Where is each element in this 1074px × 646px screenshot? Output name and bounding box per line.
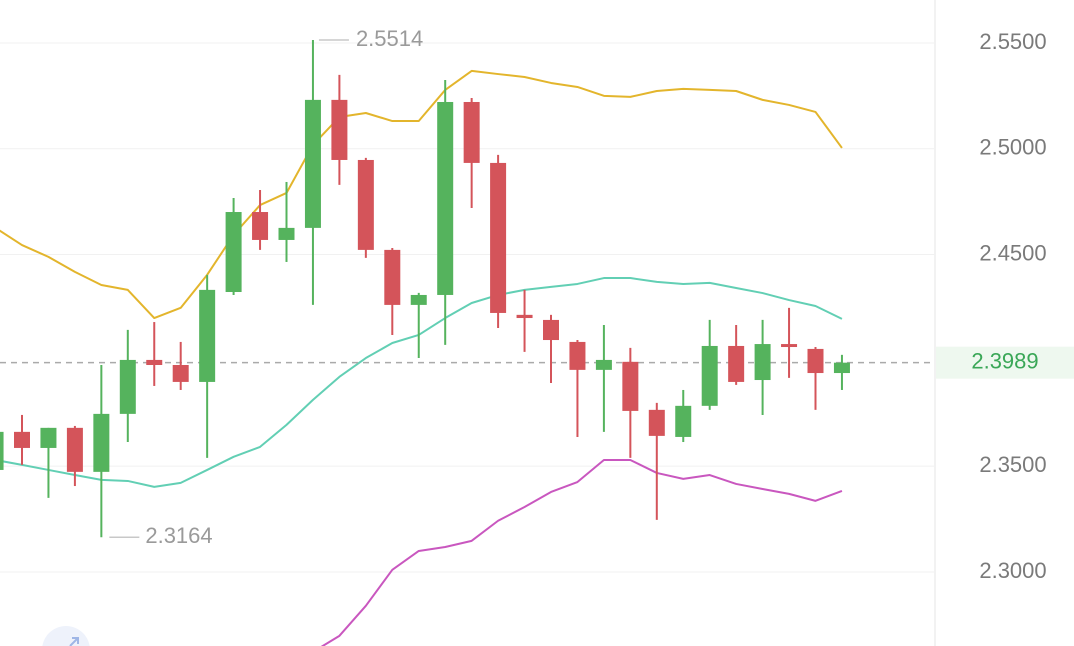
candle-body (437, 101, 454, 295)
candle-body (66, 427, 83, 472)
candle-body (172, 365, 189, 382)
candle-body (516, 314, 533, 319)
candle-body (490, 162, 507, 313)
candle-body (728, 345, 745, 382)
candle-body (278, 227, 295, 240)
overlay: 2.5500 2.5000 2.4500 2.3500 2.3000 2.5514 2.31… (109, 26, 1074, 583)
y-tick-label: 2.4500 (979, 240, 1046, 265)
candle-body (357, 159, 374, 250)
candle-body (0, 431, 4, 470)
candle-body (648, 409, 665, 436)
candle-body (14, 431, 30, 448)
candle-body (410, 294, 427, 305)
candle-body (252, 212, 269, 240)
candle-body (701, 345, 718, 406)
candle-body (384, 249, 401, 305)
min-label: 2.3164 (145, 523, 212, 548)
candle-body (304, 99, 321, 228)
candle-body (833, 362, 850, 374)
candle-body (463, 101, 480, 163)
candle-body (622, 361, 639, 411)
candle-body (543, 319, 559, 341)
max-label: 2.5514 (356, 26, 423, 51)
candle-body (595, 359, 612, 370)
y-tick-label: 2.5500 (979, 29, 1046, 54)
float-icon (69, 637, 79, 646)
candle-body (146, 359, 163, 366)
candle-body (225, 212, 242, 293)
candle-body (675, 405, 692, 437)
candle-body (754, 344, 771, 381)
y-tick-label: 2.3000 (979, 558, 1046, 583)
last-price-box (936, 346, 1074, 379)
y-tick-label: 2.5000 (979, 135, 1046, 160)
candle-body (119, 359, 136, 414)
y-tick-label: 2.3500 (979, 452, 1046, 477)
candle-body (331, 99, 348, 160)
plot-area (0, 39, 935, 646)
candle-body (781, 344, 798, 348)
candle-body (807, 348, 824, 374)
candle-body (93, 413, 110, 472)
last-price-label: 2.3989 (971, 348, 1038, 373)
band-line (320, 459, 843, 646)
band-line (0, 69, 843, 320)
candle-body (569, 341, 586, 370)
candle-body (40, 427, 57, 448)
candle-body (199, 289, 216, 382)
